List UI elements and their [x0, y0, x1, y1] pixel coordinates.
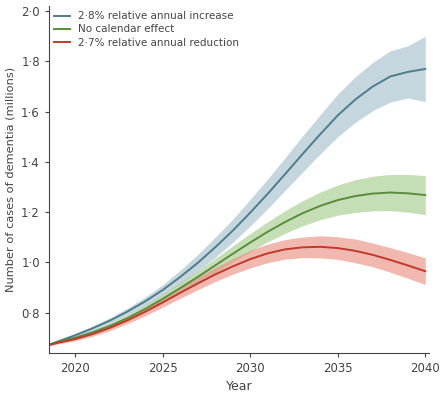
Y-axis label: Number of cases of dementia (millions): Number of cases of dementia (millions): [5, 67, 16, 292]
Legend: 2·8% relative annual increase, No calendar effect, 2·7% relative annual reductio: 2·8% relative annual increase, No calend…: [54, 11, 239, 47]
X-axis label: Year: Year: [226, 380, 252, 393]
